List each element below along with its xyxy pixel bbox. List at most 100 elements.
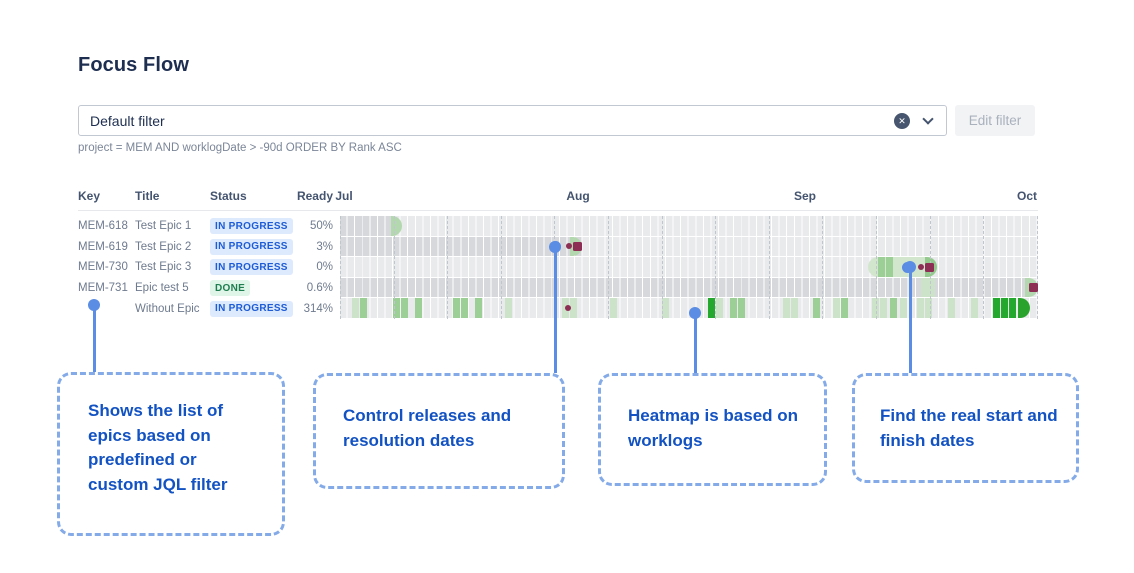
heatmap-cell: [880, 298, 887, 318]
table-row: MEM-618 Test Epic 1 IN PROGRESS 50%: [0, 216, 340, 237]
connector-line-dates: [908, 267, 912, 373]
epic-title: Test Epic 2: [135, 240, 192, 253]
epic-key-link[interactable]: MEM-618: [78, 220, 128, 233]
heatmap-cell: [610, 298, 617, 318]
heatmap-cell: [461, 298, 468, 318]
heatmap-cell: [415, 298, 422, 318]
resolution-square-marker: [1028, 283, 1038, 293]
heatmap-cell: [791, 298, 798, 318]
status-badge: IN PROGRESS: [210, 238, 293, 255]
heatmap-cell: [360, 298, 367, 318]
week-gridline: [768, 216, 770, 319]
heatmap-cell: [783, 298, 790, 318]
epic-title: Test Epic 3: [135, 261, 192, 274]
column-header-ready: Ready: [296, 189, 333, 203]
timeline-row-background: [340, 298, 1038, 318]
epic-key-link[interactable]: MEM-619: [78, 240, 128, 253]
connector-line-heatmap: [693, 313, 697, 373]
resolution-dot-marker: [918, 264, 924, 270]
heatmap-cell: [833, 298, 840, 318]
resolution-square-marker: [572, 241, 582, 251]
callout-heatmap: Heatmap is based on worklogs: [598, 373, 827, 486]
resolution-dot-marker: [565, 305, 571, 312]
week-gridline: [715, 216, 717, 319]
week-gridline: [661, 216, 663, 319]
week-gridline: [393, 216, 395, 319]
status-badge: IN PROGRESS: [210, 259, 293, 276]
heatmap-cell: [708, 298, 715, 318]
heatmap-cell: [928, 277, 935, 298]
week-gridline: [500, 216, 502, 319]
resolution-square-marker: [924, 262, 934, 272]
heatmap-cell: [393, 298, 400, 318]
heatmap-cell: [401, 298, 408, 318]
ready-percent: 3%: [316, 240, 333, 253]
week-gridline: [447, 216, 449, 319]
heatmap-cell: [1001, 298, 1008, 318]
table-row: MEM-731 Epic test 5 DONE 0.6%: [0, 278, 340, 299]
table-row: MEM-619 Test Epic 2 IN PROGRESS 3%: [0, 237, 340, 258]
heatmap-cell: [890, 298, 897, 318]
resolution-dot-marker: [566, 243, 572, 250]
heatmap-cell: [716, 298, 723, 318]
column-header-key: Key: [78, 189, 101, 203]
callout-dates: Find the real start and finish dates: [852, 373, 1079, 483]
epic-title: Test Epic 1: [135, 220, 192, 233]
column-header-title: Title: [135, 189, 160, 203]
heatmap-cell: [921, 277, 928, 298]
heatmap-cell: [730, 298, 737, 318]
callout-heatmap-text: Heatmap is based on worklogs: [628, 406, 799, 450]
column-header-status: Status: [210, 189, 247, 203]
heatmap-cell: [900, 298, 907, 318]
ready-percent: 314%: [303, 302, 333, 315]
heatmap-cell: [917, 298, 924, 318]
table-row: Without Epic IN PROGRESS 314%: [0, 298, 340, 319]
week-gridline: [1036, 216, 1038, 319]
heatmap-cell: [948, 298, 955, 318]
epic-title: Without Epic: [135, 302, 200, 315]
heatmap-cell: [738, 298, 745, 318]
week-gridline: [876, 216, 877, 319]
epic-key-link[interactable]: MEM-731: [78, 282, 128, 295]
epic-key-link[interactable]: MEM-730: [78, 261, 128, 274]
month-label-sep: Sep: [793, 189, 817, 203]
heatmap-cell: [878, 257, 885, 277]
heatmap-cell: [352, 298, 359, 318]
chevron-down-icon[interactable]: [922, 112, 934, 125]
callout-epic-list-text: Shows the list of epics based on predefi…: [88, 401, 228, 494]
week-gridline: [983, 216, 985, 319]
connector-line-releases: [553, 247, 557, 373]
epic-span-bar: [340, 277, 1028, 298]
filter-value: Default filter: [90, 112, 165, 129]
filter-select[interactable]: Default filter ✕: [78, 105, 947, 136]
heatmap-cell: [993, 298, 1000, 318]
clear-filter-icon[interactable]: ✕: [894, 112, 910, 129]
heatmap-cell: [453, 298, 460, 318]
heatmap-cell: [475, 298, 482, 318]
callout-releases-text: Control releases and resolution dates: [343, 406, 512, 450]
month-label-aug: Aug: [566, 189, 590, 203]
ready-percent: 50%: [309, 220, 333, 233]
page-title: Focus Flow: [78, 54, 189, 76]
week-gridline: [822, 216, 824, 319]
timeline-row-background: [340, 216, 1038, 236]
jql-query-text: project = MEM AND worklogDate > -90d ORD…: [78, 142, 402, 154]
heatmap-cell: [841, 298, 848, 318]
header-divider: [78, 210, 1038, 211]
heatmap-cell: [886, 257, 893, 277]
week-gridline: [608, 216, 609, 319]
table-row: MEM-730 Test Epic 3 IN PROGRESS 0%: [0, 257, 340, 278]
callout-releases: Control releases and resolution dates: [313, 373, 565, 489]
status-badge: IN PROGRESS: [210, 300, 293, 317]
status-badge: DONE: [210, 280, 251, 297]
epic-span-bar: [340, 216, 393, 236]
edit-filter-button[interactable]: Edit filter: [955, 105, 1035, 136]
timeline-row-background: [340, 257, 1038, 277]
heatmap-cell: [505, 298, 512, 318]
epic-title: Epic test 5: [135, 282, 189, 295]
heatmap-cell: [1009, 298, 1016, 318]
month-label-oct: Oct: [1016, 189, 1038, 203]
epic-span-bar: [340, 236, 582, 257]
heatmap-cell: [662, 298, 669, 318]
